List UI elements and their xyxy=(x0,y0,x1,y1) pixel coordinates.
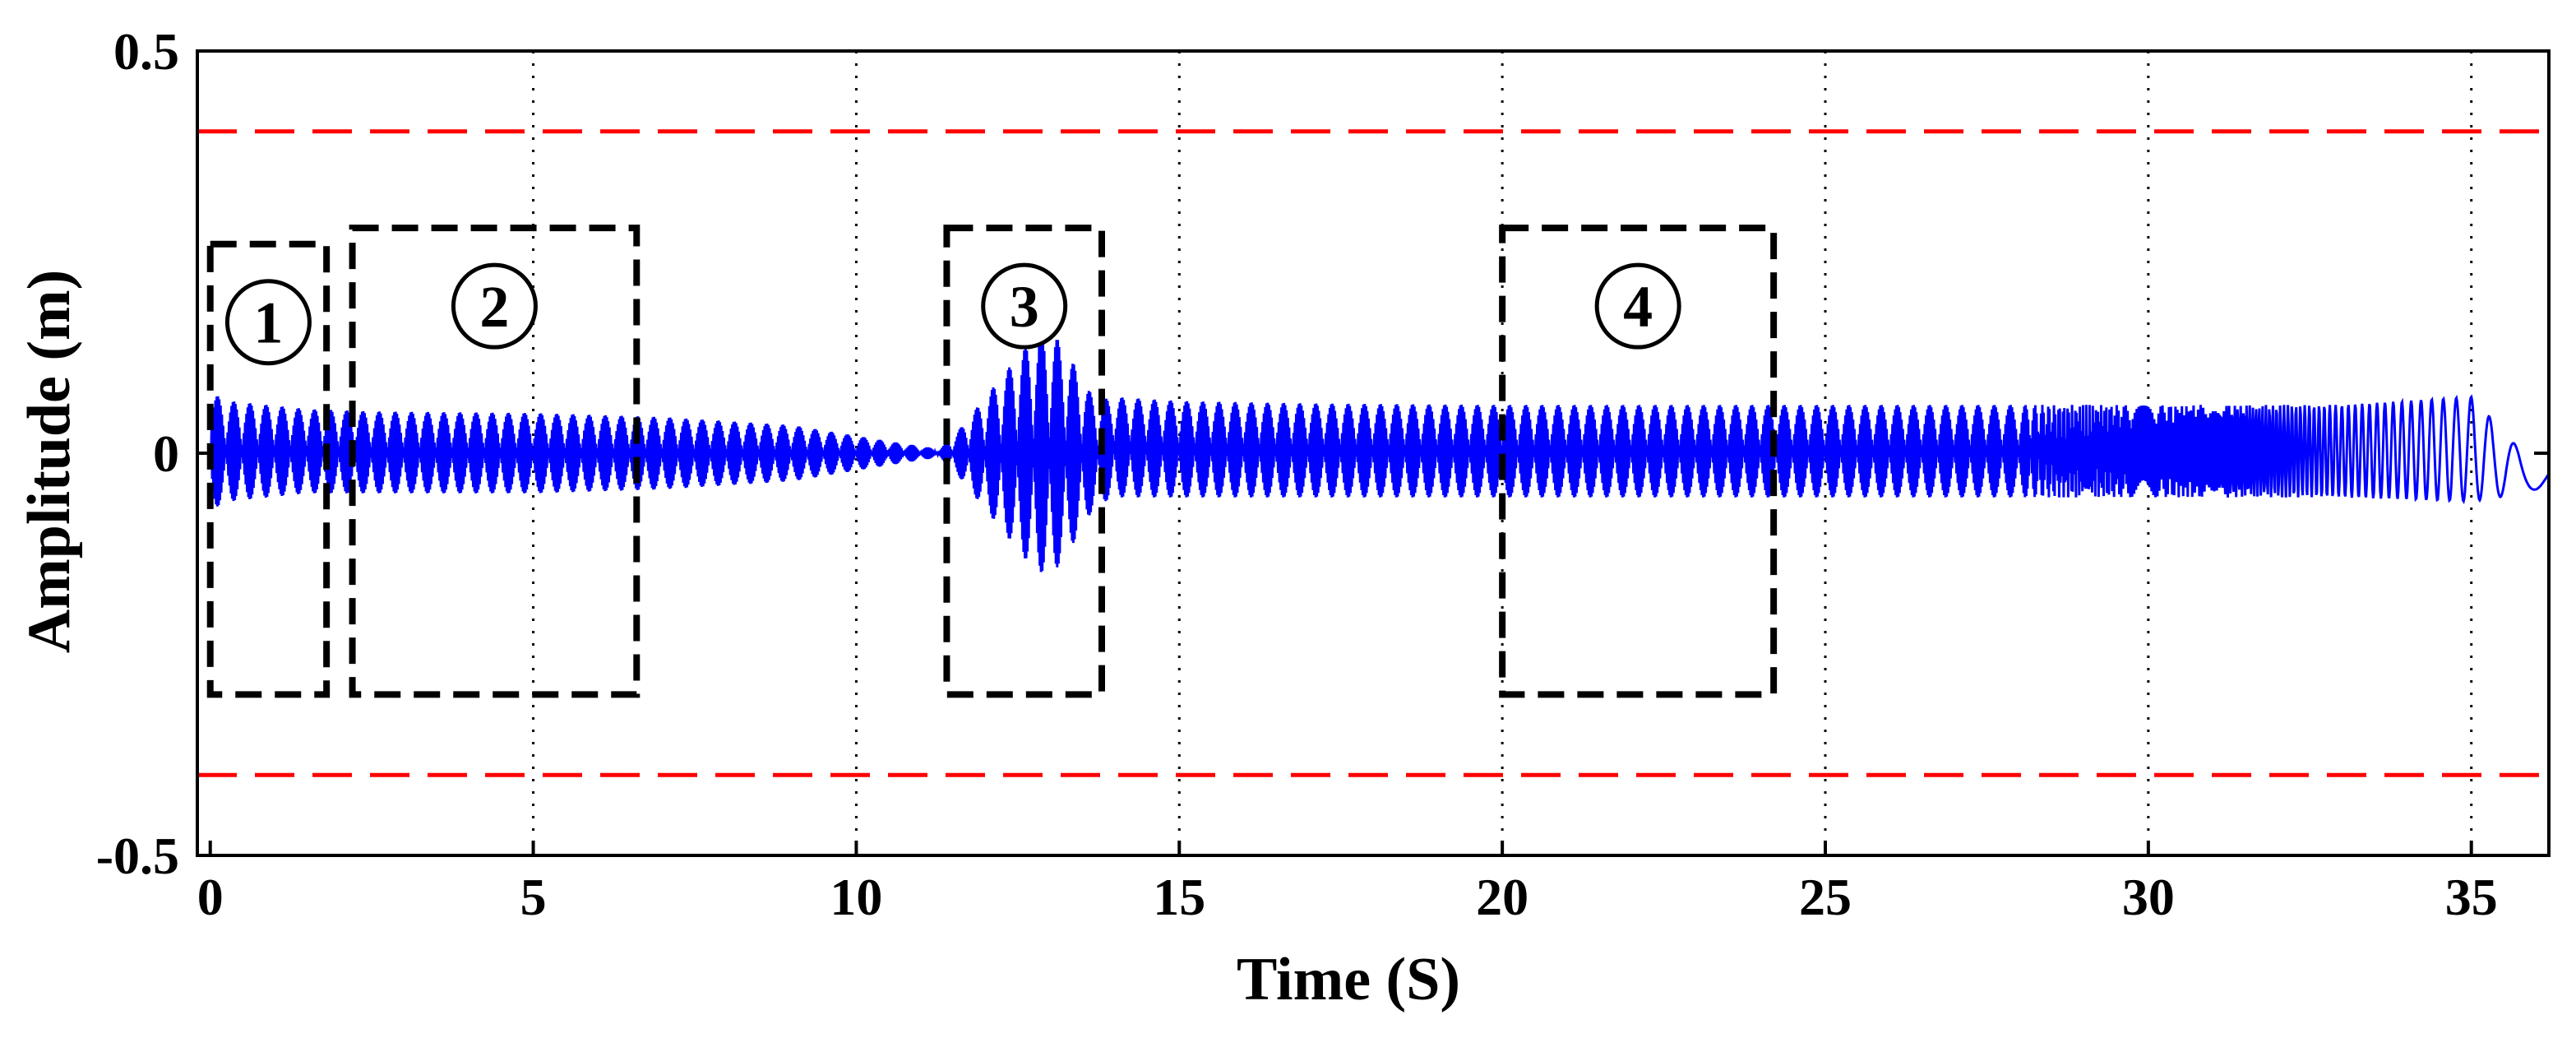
region-boxes: 1 2 3 4 xyxy=(206,225,1778,698)
region-box-4 xyxy=(1499,225,1778,698)
region-box-1 xyxy=(206,240,331,698)
region-label-3: 3 xyxy=(1010,274,1039,340)
y-tick-label-1: 0 xyxy=(153,424,179,483)
x-tick-label-0: 0 xyxy=(197,868,224,926)
x-tick-label-4: 20 xyxy=(1476,868,1528,926)
signal-line xyxy=(209,334,2550,572)
region-circle-4 xyxy=(1594,262,1681,350)
x-axis-label: Time (S) xyxy=(1237,946,1460,1013)
x-tick-label-1: 5 xyxy=(520,868,547,926)
x-tick-label-3: 15 xyxy=(1153,868,1205,926)
x-tick-label-7: 35 xyxy=(2445,868,2498,926)
region-box-2 xyxy=(349,225,641,698)
region-box-3 xyxy=(943,225,1106,698)
x-tick-label-2: 10 xyxy=(830,868,882,926)
threshold-lines xyxy=(197,129,2549,777)
x-tick-label-6: 30 xyxy=(2122,868,2175,926)
region-label-4: 4 xyxy=(1623,274,1653,340)
x-tick-label-5: 25 xyxy=(1799,868,1852,926)
y-axis-label: Amplitude (m) xyxy=(16,270,83,654)
y-tick-label-0: -0.5 xyxy=(96,827,179,885)
region-label-1: 1 xyxy=(253,290,283,356)
region-circle-1 xyxy=(224,279,312,366)
y-axis-ticks: -0.5 0 0.5 xyxy=(96,22,2549,885)
region-label-2: 2 xyxy=(479,274,509,340)
region-circle-3 xyxy=(981,262,1068,350)
y-tick-label-2: 0.5 xyxy=(113,22,179,81)
region-circle-2 xyxy=(451,262,538,350)
signal-series xyxy=(209,334,2550,572)
x-axis-ticks: 0 5 10 15 20 25 30 35 xyxy=(197,841,2498,926)
